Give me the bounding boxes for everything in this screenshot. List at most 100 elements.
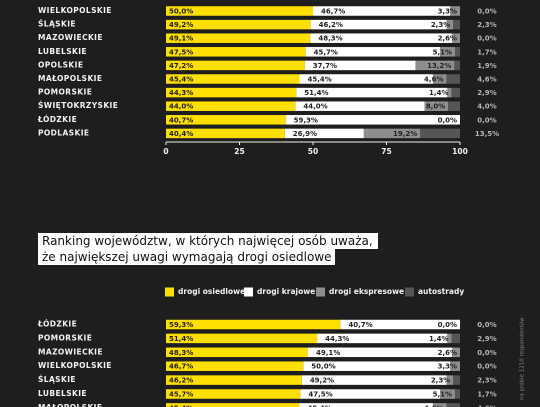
bar-segment bbox=[453, 19, 460, 30]
legend-label: autostrady bbox=[418, 287, 464, 296]
category-label: LUBELSKIE bbox=[38, 389, 87, 398]
value-label: 50,0% bbox=[311, 363, 335, 371]
value-label: 5,1% bbox=[433, 48, 452, 56]
value-label: 1,7% bbox=[477, 391, 496, 399]
bar-segment bbox=[300, 389, 441, 399]
bar-segment bbox=[305, 47, 441, 57]
bar-segment bbox=[166, 47, 306, 57]
chart-title: że największej uwagi wymagają drogi osie… bbox=[42, 250, 332, 264]
bar-segment bbox=[166, 347, 309, 358]
bar-segment bbox=[432, 74, 447, 84]
value-label: 37,7% bbox=[313, 62, 337, 70]
value-label: 44,0% bbox=[169, 103, 193, 111]
value-label: 59,3% bbox=[169, 321, 193, 329]
value-label: 50,0% bbox=[169, 8, 193, 16]
value-label: 49,2% bbox=[310, 377, 334, 385]
value-label: 46,2% bbox=[319, 21, 343, 29]
bar-segment bbox=[166, 87, 297, 98]
bar-segment bbox=[340, 319, 460, 330]
value-label: 44,0% bbox=[303, 103, 327, 111]
value-label: 2,9% bbox=[477, 89, 496, 97]
x-tick-label: 25 bbox=[234, 147, 244, 156]
bar-segment bbox=[295, 101, 425, 111]
value-label: 45,7% bbox=[314, 48, 338, 56]
bar-segment bbox=[299, 403, 433, 407]
legend-label: drogi ekspresowe bbox=[329, 287, 404, 296]
bar-segment bbox=[299, 74, 433, 84]
legend-swatch bbox=[165, 287, 174, 297]
value-label: 40,7% bbox=[169, 116, 193, 124]
bar-segment bbox=[166, 6, 313, 16]
legend-label: drogi osiedlowe bbox=[178, 287, 245, 296]
bar-segment bbox=[451, 333, 460, 344]
bar-segment bbox=[363, 128, 421, 139]
value-label: 49,1% bbox=[316, 349, 340, 357]
bar-segment bbox=[450, 6, 460, 16]
value-label: 46,2% bbox=[169, 377, 193, 385]
category-label: ŁÓDZKIE bbox=[37, 115, 77, 124]
bar-segment bbox=[448, 101, 460, 111]
category-label: ŚLĄSKIE bbox=[38, 20, 76, 29]
value-label: 0,0% bbox=[477, 349, 496, 357]
value-label: 0,0% bbox=[477, 363, 496, 371]
bar-segment bbox=[308, 347, 453, 358]
bar-segment bbox=[166, 375, 302, 385]
value-label: 45,4% bbox=[169, 404, 193, 407]
value-label: 0,0% bbox=[477, 321, 496, 329]
category-label: ŚLĄSKIE bbox=[38, 375, 76, 384]
category-label: POMORSKIE bbox=[38, 333, 92, 342]
bar-segment bbox=[446, 403, 460, 407]
category-label: MAŁOPOLSKIE bbox=[38, 403, 102, 407]
value-label: 47,2% bbox=[169, 62, 193, 70]
bar-segment bbox=[166, 115, 286, 125]
value-label: 44,3% bbox=[325, 335, 349, 343]
category-label: LUBELSKIE bbox=[38, 47, 87, 56]
x-tick-label: 75 bbox=[381, 147, 391, 156]
value-label: 46,7% bbox=[321, 8, 345, 16]
bar-segment bbox=[166, 60, 305, 71]
bar-segment bbox=[166, 101, 296, 111]
value-label: 51,4% bbox=[169, 335, 193, 343]
value-label: 0,0% bbox=[438, 116, 457, 124]
value-label: 1,7% bbox=[477, 48, 496, 56]
bar-segment bbox=[317, 333, 448, 344]
bar-segment bbox=[304, 60, 416, 71]
bar-segment bbox=[166, 19, 311, 30]
category-label: MAZOWIECKIE bbox=[38, 33, 103, 42]
bar-segment bbox=[284, 128, 364, 139]
bar-segment bbox=[310, 19, 447, 30]
value-label: 19,2% bbox=[393, 130, 417, 138]
value-label: 4,6% bbox=[424, 76, 443, 84]
category-label: POMORSKIE bbox=[38, 88, 92, 97]
category-label: WIELKOPOLSKIE bbox=[38, 361, 112, 370]
bar-segment bbox=[424, 101, 449, 111]
title-box bbox=[38, 249, 335, 265]
bar-segment bbox=[166, 319, 341, 330]
value-label: 2,3% bbox=[477, 377, 496, 385]
value-label: 51,4% bbox=[304, 89, 328, 97]
legend-label: drogi krajowe bbox=[257, 287, 315, 296]
bar-segment bbox=[285, 115, 460, 125]
bar-segment bbox=[166, 403, 300, 407]
value-label: 3,3% bbox=[438, 8, 457, 16]
value-label: 2,3% bbox=[431, 377, 450, 385]
value-label: 40,7% bbox=[348, 321, 372, 329]
value-label: 45,4% bbox=[169, 76, 193, 84]
value-label: 2,3% bbox=[477, 21, 496, 29]
value-label: 1,4% bbox=[429, 89, 448, 97]
value-label: 13,2% bbox=[427, 62, 451, 70]
bar-segment bbox=[446, 19, 454, 30]
category-label: OPOLSKIE bbox=[38, 60, 83, 69]
value-label: 4,6% bbox=[477, 76, 496, 84]
bar-segment bbox=[455, 47, 460, 57]
bar-segment bbox=[450, 361, 460, 371]
bar-segment bbox=[446, 375, 454, 385]
bar-segment bbox=[447, 87, 452, 98]
category-label: ŚWIĘTOKRZYSKIE bbox=[38, 101, 118, 110]
category-label: MAŁOPOLSKIE bbox=[38, 74, 102, 83]
bar-segment bbox=[166, 33, 311, 43]
value-label: 47,5% bbox=[169, 48, 193, 56]
value-label: 45,7% bbox=[169, 391, 193, 399]
x-tick-label: 100 bbox=[452, 147, 468, 156]
